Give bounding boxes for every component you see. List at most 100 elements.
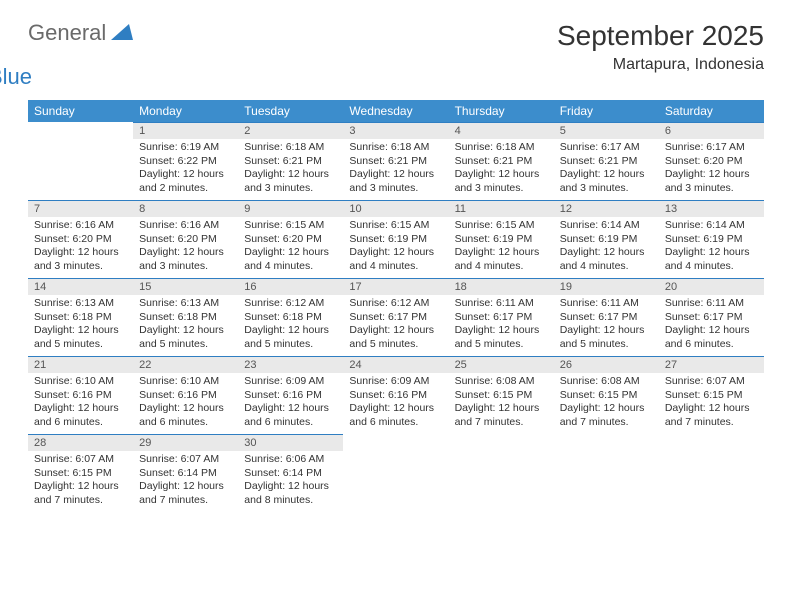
day-body: Sunrise: 6:09 AMSunset: 6:16 PMDaylight:… <box>238 373 343 432</box>
logo: General Blue <box>28 20 133 90</box>
weekday-header: Sunday <box>28 100 133 122</box>
day-number: 7 <box>28 200 133 217</box>
sunset-text: Sunset: 6:15 PM <box>665 389 758 403</box>
day-body: Sunrise: 6:10 AMSunset: 6:16 PMDaylight:… <box>133 373 238 432</box>
day-number: 27 <box>659 356 764 373</box>
day-number: 30 <box>238 434 343 451</box>
sunset-text: Sunset: 6:18 PM <box>244 311 337 325</box>
calendar-day-cell: 9Sunrise: 6:15 AMSunset: 6:20 PMDaylight… <box>238 200 343 278</box>
logo-text-general: General <box>28 20 106 45</box>
sunset-text: Sunset: 6:14 PM <box>244 467 337 481</box>
calendar-week-row: 7Sunrise: 6:16 AMSunset: 6:20 PMDaylight… <box>28 200 764 278</box>
daylight-text: Daylight: 12 hours and 3 minutes. <box>349 168 442 195</box>
calendar-day-cell: 25Sunrise: 6:08 AMSunset: 6:15 PMDayligh… <box>449 356 554 434</box>
sunset-text: Sunset: 6:21 PM <box>560 155 653 169</box>
daylight-text: Daylight: 12 hours and 5 minutes. <box>455 324 548 351</box>
day-body: Sunrise: 6:06 AMSunset: 6:14 PMDaylight:… <box>238 451 343 510</box>
calendar-day-cell: 19Sunrise: 6:11 AMSunset: 6:17 PMDayligh… <box>554 278 659 356</box>
daylight-text: Daylight: 12 hours and 6 minutes. <box>34 402 127 429</box>
day-body: Sunrise: 6:15 AMSunset: 6:20 PMDaylight:… <box>238 217 343 276</box>
sunrise-text: Sunrise: 6:08 AM <box>455 375 548 389</box>
sunrise-text: Sunrise: 6:18 AM <box>244 141 337 155</box>
daylight-text: Daylight: 12 hours and 4 minutes. <box>244 246 337 273</box>
day-number: 5 <box>554 122 659 139</box>
calendar-empty-cell <box>554 434 659 512</box>
calendar-day-cell: 27Sunrise: 6:07 AMSunset: 6:15 PMDayligh… <box>659 356 764 434</box>
daylight-text: Daylight: 12 hours and 5 minutes. <box>244 324 337 351</box>
day-body: Sunrise: 6:07 AMSunset: 6:14 PMDaylight:… <box>133 451 238 510</box>
day-number: 18 <box>449 278 554 295</box>
daylight-text: Daylight: 12 hours and 3 minutes. <box>139 246 232 273</box>
sunset-text: Sunset: 6:17 PM <box>455 311 548 325</box>
calendar-day-cell: 23Sunrise: 6:09 AMSunset: 6:16 PMDayligh… <box>238 356 343 434</box>
sunrise-text: Sunrise: 6:07 AM <box>139 453 232 467</box>
calendar-week-row: 28Sunrise: 6:07 AMSunset: 6:15 PMDayligh… <box>28 434 764 512</box>
day-body: Sunrise: 6:07 AMSunset: 6:15 PMDaylight:… <box>28 451 133 510</box>
calendar-empty-cell <box>659 434 764 512</box>
day-number: 28 <box>28 434 133 451</box>
day-body: Sunrise: 6:09 AMSunset: 6:16 PMDaylight:… <box>343 373 448 432</box>
sunrise-text: Sunrise: 6:13 AM <box>139 297 232 311</box>
day-body: Sunrise: 6:14 AMSunset: 6:19 PMDaylight:… <box>659 217 764 276</box>
calendar-day-cell: 16Sunrise: 6:12 AMSunset: 6:18 PMDayligh… <box>238 278 343 356</box>
day-body: Sunrise: 6:15 AMSunset: 6:19 PMDaylight:… <box>449 217 554 276</box>
calendar-day-cell: 8Sunrise: 6:16 AMSunset: 6:20 PMDaylight… <box>133 200 238 278</box>
calendar-table: SundayMondayTuesdayWednesdayThursdayFrid… <box>28 100 764 512</box>
sunrise-text: Sunrise: 6:10 AM <box>139 375 232 389</box>
day-number: 21 <box>28 356 133 373</box>
sunset-text: Sunset: 6:16 PM <box>34 389 127 403</box>
day-body: Sunrise: 6:08 AMSunset: 6:15 PMDaylight:… <box>449 373 554 432</box>
day-body: Sunrise: 6:10 AMSunset: 6:16 PMDaylight:… <box>28 373 133 432</box>
calendar-day-cell: 29Sunrise: 6:07 AMSunset: 6:14 PMDayligh… <box>133 434 238 512</box>
calendar-day-cell: 14Sunrise: 6:13 AMSunset: 6:18 PMDayligh… <box>28 278 133 356</box>
daylight-text: Daylight: 12 hours and 4 minutes. <box>349 246 442 273</box>
location: Martapura, Indonesia <box>557 56 764 74</box>
daylight-text: Daylight: 12 hours and 4 minutes. <box>560 246 653 273</box>
day-number: 10 <box>343 200 448 217</box>
day-number: 2 <box>238 122 343 139</box>
calendar-day-cell: 6Sunrise: 6:17 AMSunset: 6:20 PMDaylight… <box>659 122 764 200</box>
daylight-text: Daylight: 12 hours and 8 minutes. <box>244 480 337 507</box>
daylight-text: Daylight: 12 hours and 4 minutes. <box>455 246 548 273</box>
sunrise-text: Sunrise: 6:18 AM <box>455 141 548 155</box>
sunset-text: Sunset: 6:16 PM <box>139 389 232 403</box>
calendar-week-row: 1Sunrise: 6:19 AMSunset: 6:22 PMDaylight… <box>28 122 764 200</box>
daylight-text: Daylight: 12 hours and 7 minutes. <box>34 480 127 507</box>
daylight-text: Daylight: 12 hours and 5 minutes. <box>34 324 127 351</box>
calendar-day-cell: 17Sunrise: 6:12 AMSunset: 6:17 PMDayligh… <box>343 278 448 356</box>
sunrise-text: Sunrise: 6:11 AM <box>665 297 758 311</box>
sunrise-text: Sunrise: 6:14 AM <box>560 219 653 233</box>
calendar-day-cell: 26Sunrise: 6:08 AMSunset: 6:15 PMDayligh… <box>554 356 659 434</box>
day-body: Sunrise: 6:13 AMSunset: 6:18 PMDaylight:… <box>28 295 133 354</box>
logo-triangle-icon <box>111 22 133 45</box>
day-body: Sunrise: 6:16 AMSunset: 6:20 PMDaylight:… <box>133 217 238 276</box>
day-body: Sunrise: 6:11 AMSunset: 6:17 PMDaylight:… <box>659 295 764 354</box>
sunrise-text: Sunrise: 6:12 AM <box>244 297 337 311</box>
weekday-header: Saturday <box>659 100 764 122</box>
day-number: 3 <box>343 122 448 139</box>
daylight-text: Daylight: 12 hours and 7 minutes. <box>455 402 548 429</box>
day-number: 12 <box>554 200 659 217</box>
calendar-day-cell: 15Sunrise: 6:13 AMSunset: 6:18 PMDayligh… <box>133 278 238 356</box>
daylight-text: Daylight: 12 hours and 5 minutes. <box>139 324 232 351</box>
sunset-text: Sunset: 6:14 PM <box>139 467 232 481</box>
sunset-text: Sunset: 6:16 PM <box>349 389 442 403</box>
daylight-text: Daylight: 12 hours and 6 minutes. <box>665 324 758 351</box>
calendar-day-cell: 2Sunrise: 6:18 AMSunset: 6:21 PMDaylight… <box>238 122 343 200</box>
sunrise-text: Sunrise: 6:14 AM <box>665 219 758 233</box>
sunrise-text: Sunrise: 6:11 AM <box>560 297 653 311</box>
day-number: 29 <box>133 434 238 451</box>
sunset-text: Sunset: 6:19 PM <box>349 233 442 247</box>
sunset-text: Sunset: 6:20 PM <box>139 233 232 247</box>
day-body: Sunrise: 6:18 AMSunset: 6:21 PMDaylight:… <box>449 139 554 198</box>
day-body: Sunrise: 6:12 AMSunset: 6:17 PMDaylight:… <box>343 295 448 354</box>
calendar-day-cell: 24Sunrise: 6:09 AMSunset: 6:16 PMDayligh… <box>343 356 448 434</box>
calendar-day-cell: 22Sunrise: 6:10 AMSunset: 6:16 PMDayligh… <box>133 356 238 434</box>
calendar-week-row: 21Sunrise: 6:10 AMSunset: 6:16 PMDayligh… <box>28 356 764 434</box>
day-number: 4 <box>449 122 554 139</box>
sunset-text: Sunset: 6:15 PM <box>560 389 653 403</box>
calendar-header-row: SundayMondayTuesdayWednesdayThursdayFrid… <box>28 100 764 122</box>
day-number: 8 <box>133 200 238 217</box>
daylight-text: Daylight: 12 hours and 2 minutes. <box>139 168 232 195</box>
calendar-empty-cell <box>343 434 448 512</box>
